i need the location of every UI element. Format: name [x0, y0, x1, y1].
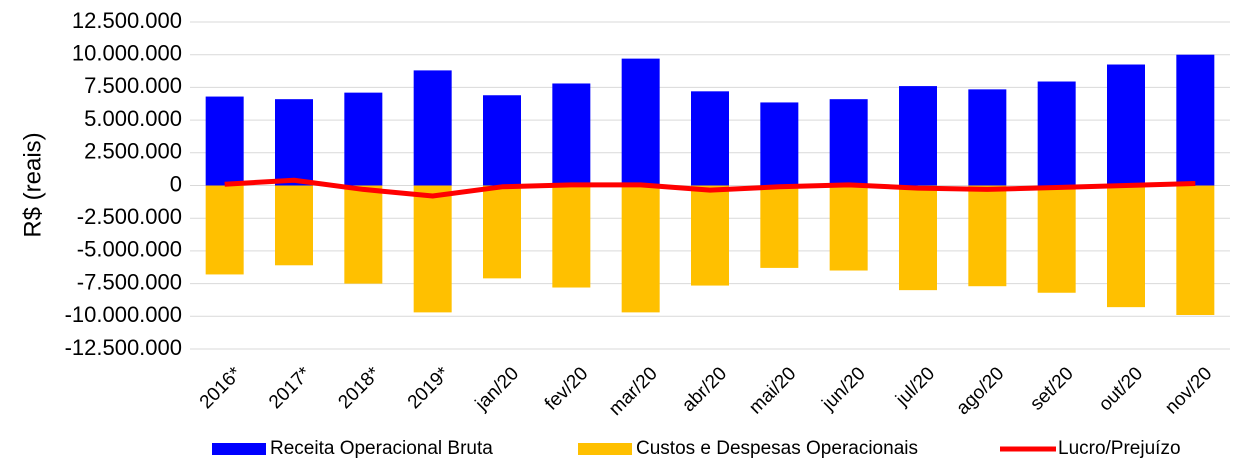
y-tick-label: -10.000.000	[65, 302, 182, 327]
bar	[205, 96, 244, 186]
legend-label: Custos e Despesas Operacionais	[636, 438, 918, 459]
bar	[1037, 81, 1076, 186]
bar	[413, 185, 452, 313]
x-tick-label: fev/20	[541, 363, 592, 414]
x-tick-label: jun/20	[818, 363, 870, 415]
x-tick-label: mar/20	[605, 363, 662, 420]
bar	[691, 185, 729, 286]
x-tick-label: nov/20	[1161, 363, 1216, 418]
line	[224, 177, 1196, 199]
x-tick-label: jul/20	[891, 363, 939, 411]
x-tick-label: abr/20	[678, 363, 731, 416]
bar	[899, 86, 937, 186]
y-tick-label: 7.500.000	[84, 73, 182, 98]
bar	[968, 185, 1007, 287]
bar	[968, 89, 1007, 186]
bar	[552, 185, 591, 288]
bar	[829, 185, 868, 271]
x-tick-label: mai/20	[745, 363, 800, 418]
bar	[275, 185, 313, 266]
x-tick-label: set/20	[1026, 363, 1077, 414]
legend-swatch	[578, 443, 632, 455]
x-tick-label: 2018*	[334, 363, 384, 413]
bar	[483, 185, 521, 279]
bar	[829, 99, 868, 186]
y-tick-label: 0	[170, 171, 182, 196]
bar	[344, 185, 383, 284]
x-tick-label: out/20	[1095, 363, 1147, 415]
bar	[413, 70, 452, 186]
bar	[1107, 185, 1145, 308]
bar	[1176, 54, 1215, 186]
x-tick-label: 2019*	[404, 363, 454, 413]
bar	[483, 95, 521, 186]
x-tick-label: 2016*	[196, 363, 246, 413]
y-tick-label: -2.500.000	[77, 204, 182, 229]
bar	[621, 58, 660, 186]
y-tick-label: 5.000.000	[84, 106, 182, 131]
legend-label: Receita Operacional Bruta	[270, 438, 493, 459]
bar	[1176, 185, 1215, 315]
bar	[621, 185, 660, 313]
legend-label: Lucro/Prejuízo	[1058, 438, 1181, 459]
bar	[275, 99, 313, 186]
y-axis-label: R$ (reais)	[19, 132, 46, 237]
legend-swatch	[212, 443, 266, 455]
bar	[760, 102, 799, 186]
bar	[1107, 64, 1145, 186]
bar	[552, 83, 591, 186]
y-tick-label: -5.000.000	[77, 237, 182, 262]
x-tick-label: 2017*	[265, 363, 315, 413]
bar	[691, 91, 729, 186]
bar	[760, 185, 799, 268]
bar	[1037, 185, 1076, 293]
bar	[205, 185, 244, 275]
bar	[344, 92, 383, 186]
x-tick-label: ago/20	[952, 363, 1008, 419]
y-tick-label: 12.500.000	[72, 8, 182, 33]
y-tick-label: -12.500.000	[65, 335, 182, 360]
x-tick-label: jan/20	[471, 363, 523, 415]
y-tick-label: -7.500.000	[77, 269, 182, 294]
y-tick-label: 10.000.000	[72, 41, 182, 66]
y-tick-label: 2.500.000	[84, 139, 182, 164]
bar	[899, 185, 937, 291]
